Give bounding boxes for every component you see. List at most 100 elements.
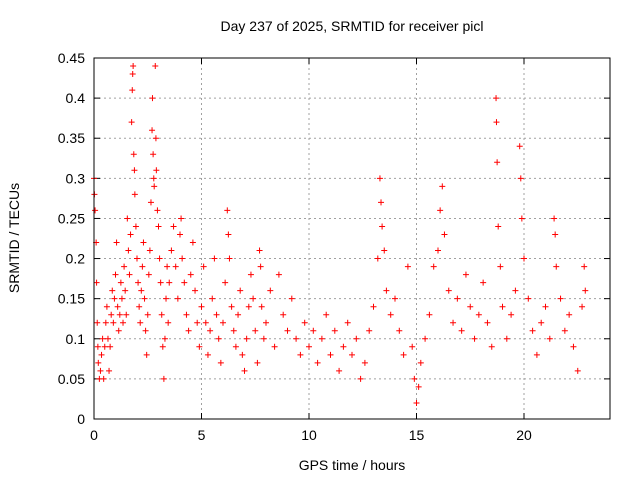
data-point bbox=[149, 95, 156, 102]
data-point bbox=[192, 287, 199, 294]
data-point bbox=[503, 335, 510, 342]
data-point bbox=[220, 319, 226, 326]
data-point bbox=[120, 319, 127, 326]
data-point bbox=[157, 279, 164, 286]
data-point bbox=[156, 255, 163, 262]
data-point bbox=[152, 135, 159, 142]
data-point bbox=[131, 167, 138, 174]
data-point bbox=[125, 247, 132, 254]
data-point bbox=[437, 207, 444, 214]
data-point bbox=[189, 239, 196, 246]
data-point bbox=[353, 335, 360, 342]
data-point bbox=[475, 311, 482, 318]
axis-ticks bbox=[93, 57, 610, 420]
data-point bbox=[467, 303, 474, 310]
data-point bbox=[344, 319, 351, 326]
tick-labels: 0 5 10 15 20 0 0.05 0.1 0.15 0.2 0.25 0.3 0.35 0.4 0.4… bbox=[58, 50, 532, 443]
data-point bbox=[552, 231, 559, 238]
data-point bbox=[150, 175, 157, 182]
y-tick-label: 0.35 bbox=[58, 130, 85, 146]
data-point bbox=[254, 359, 261, 366]
data-point bbox=[222, 279, 229, 286]
x-tick-label: 10 bbox=[301, 427, 317, 443]
data-point bbox=[155, 223, 162, 230]
data-point bbox=[103, 303, 110, 310]
data-point bbox=[493, 95, 500, 102]
chart-title: Day 237 of 2025, SRMTID for receiver pic… bbox=[221, 18, 484, 34]
data-point bbox=[127, 231, 134, 238]
data-point bbox=[226, 255, 233, 262]
data-point bbox=[435, 247, 441, 254]
data-point bbox=[172, 263, 179, 270]
data-point bbox=[129, 87, 136, 94]
data-point bbox=[211, 255, 218, 262]
data-point bbox=[151, 183, 158, 190]
data-point bbox=[512, 287, 519, 294]
data-point bbox=[454, 295, 461, 302]
data-point bbox=[409, 343, 416, 350]
data-point bbox=[415, 383, 422, 390]
data-point bbox=[114, 303, 121, 310]
data-point bbox=[404, 263, 411, 270]
data-point bbox=[126, 271, 133, 278]
data-point bbox=[160, 375, 167, 382]
data-point bbox=[331, 327, 338, 334]
data-point bbox=[204, 351, 211, 358]
data-point bbox=[100, 375, 107, 382]
data-point bbox=[314, 359, 321, 366]
data-point bbox=[115, 327, 122, 334]
x-tick-label: 0 bbox=[90, 427, 98, 443]
plot-frame bbox=[93, 57, 611, 420]
data-point bbox=[284, 327, 291, 334]
data-point bbox=[413, 399, 420, 406]
data-point bbox=[239, 351, 246, 358]
data-point bbox=[107, 343, 114, 350]
data-point bbox=[224, 207, 231, 214]
data-point bbox=[122, 287, 129, 294]
data-point bbox=[237, 287, 244, 294]
data-point bbox=[235, 311, 242, 318]
data-point bbox=[495, 223, 502, 230]
data-point bbox=[217, 359, 224, 366]
data-point bbox=[471, 335, 478, 342]
data-point bbox=[228, 303, 235, 310]
data-point bbox=[327, 351, 334, 358]
data-point bbox=[366, 327, 373, 334]
data-point bbox=[250, 295, 257, 302]
data-point bbox=[185, 327, 192, 334]
data-point bbox=[117, 279, 124, 286]
data-point bbox=[135, 279, 142, 286]
data-point bbox=[374, 255, 381, 262]
data-point bbox=[207, 327, 214, 334]
data-point bbox=[141, 295, 148, 302]
data-point bbox=[392, 295, 398, 302]
data-point bbox=[387, 311, 394, 318]
data-point bbox=[533, 351, 540, 358]
data-point bbox=[411, 375, 418, 382]
y-tick-label: 0.1 bbox=[66, 331, 86, 347]
data-point bbox=[561, 327, 568, 334]
data-point bbox=[159, 343, 166, 350]
data-point bbox=[370, 303, 377, 310]
data-point bbox=[123, 311, 130, 318]
data-point bbox=[93, 279, 100, 286]
data-point bbox=[179, 255, 186, 262]
data-point bbox=[149, 127, 156, 134]
data-point bbox=[106, 367, 113, 374]
data-point bbox=[99, 335, 106, 342]
x-axis-label: GPS time / hours bbox=[299, 457, 406, 473]
data-point bbox=[525, 295, 532, 302]
data-point bbox=[164, 263, 171, 270]
data-points bbox=[91, 63, 589, 406]
data-point bbox=[137, 319, 144, 326]
data-point bbox=[158, 311, 165, 318]
data-point bbox=[183, 311, 190, 318]
data-point bbox=[121, 263, 128, 270]
data-point bbox=[196, 343, 203, 350]
data-point bbox=[297, 351, 304, 358]
data-point bbox=[168, 247, 175, 254]
data-point bbox=[271, 343, 278, 350]
data-point bbox=[165, 319, 172, 326]
y-tick-label: 0.4 bbox=[66, 90, 86, 106]
y-tick-label: 0.45 bbox=[58, 50, 85, 66]
